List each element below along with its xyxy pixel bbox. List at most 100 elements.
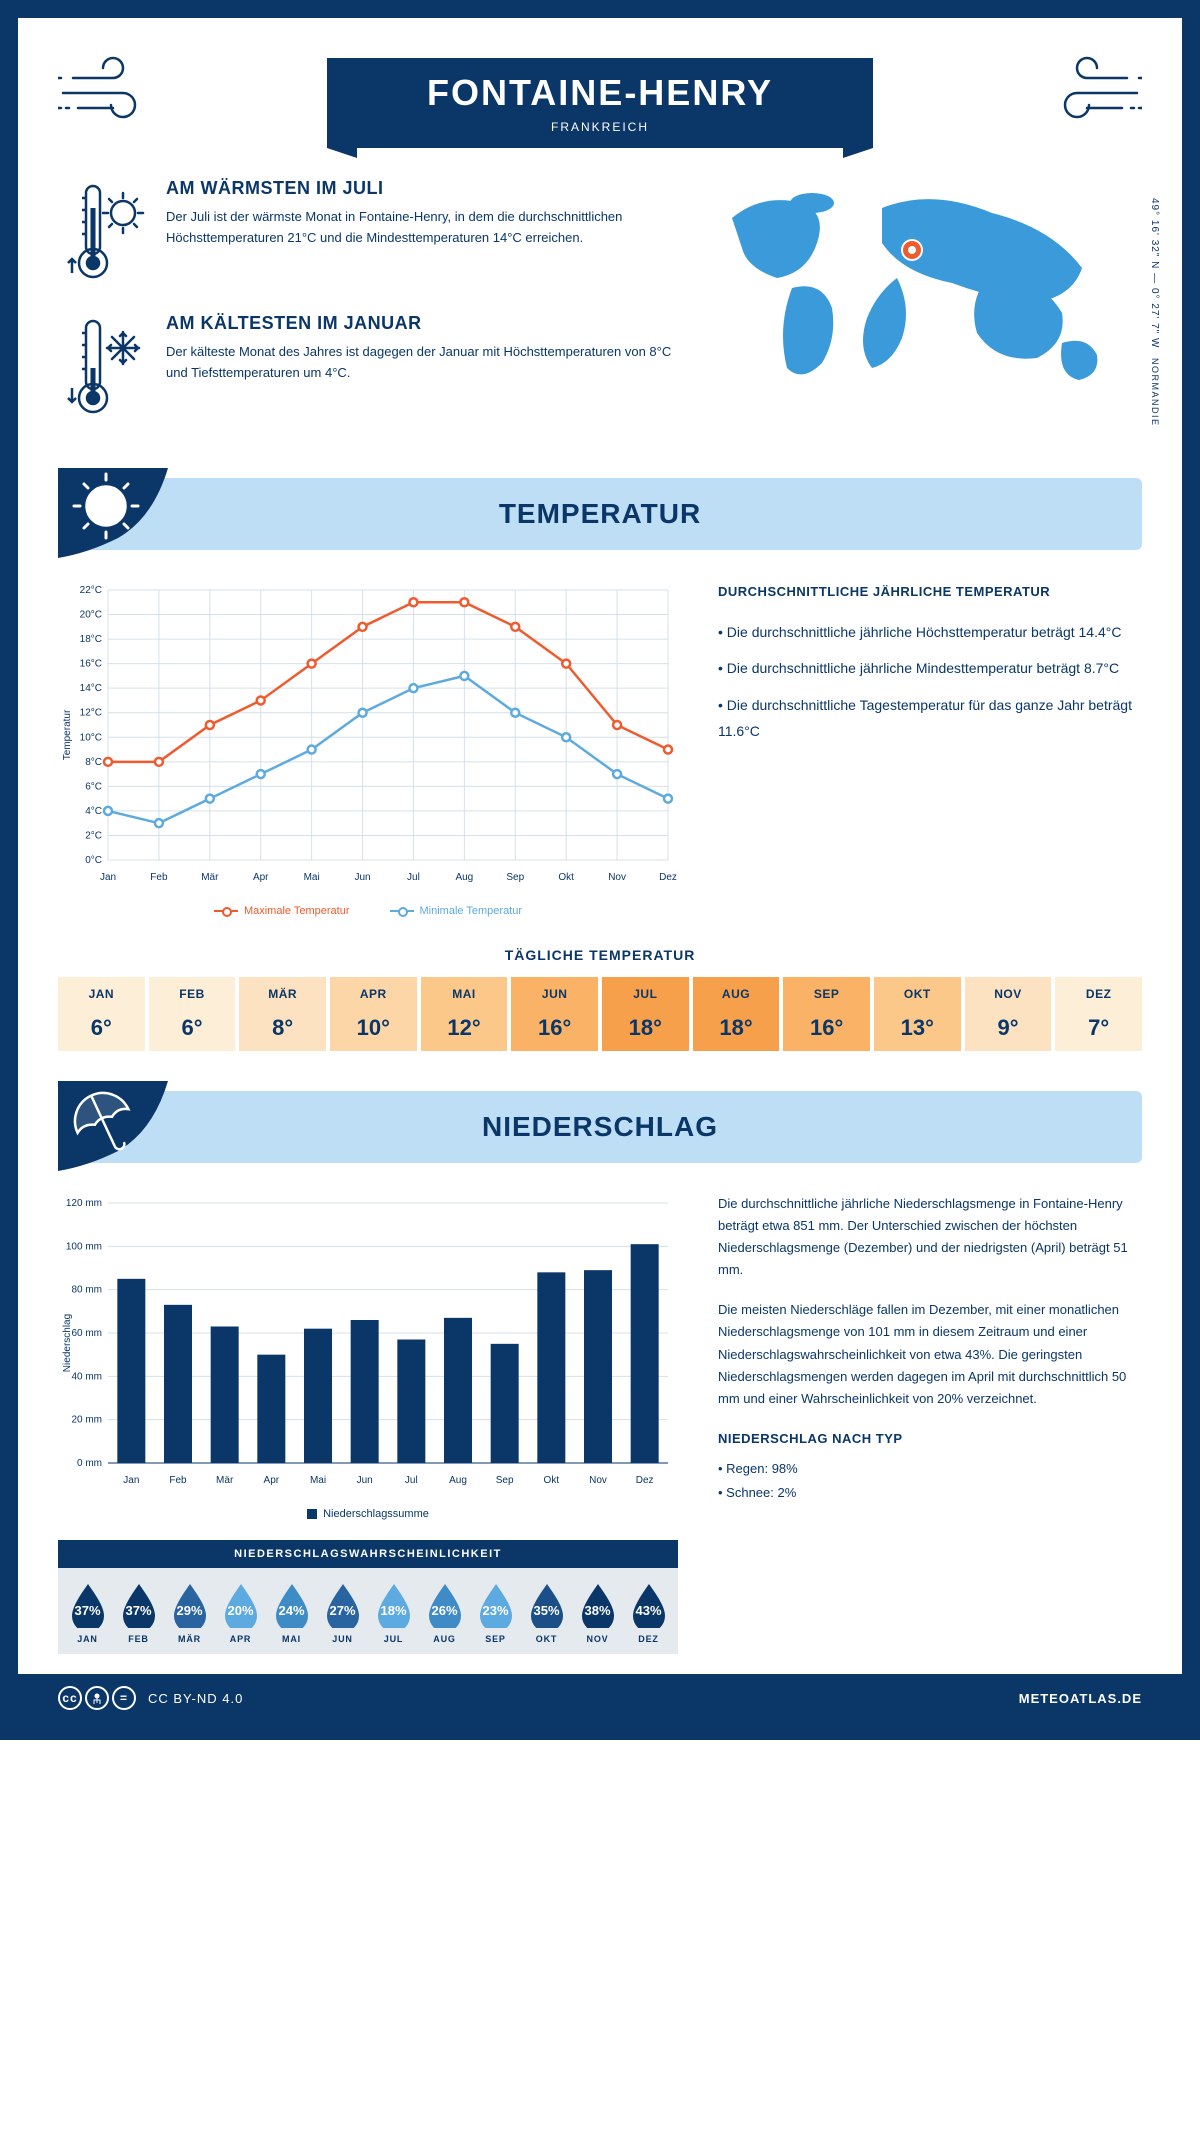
legend-precip: Niederschlagssumme — [307, 1508, 429, 1520]
wind-deco-right-icon — [1032, 48, 1142, 138]
coldest-block: AM KÄLTESTEN IM JANUAR Der kälteste Mona… — [58, 313, 682, 423]
daily-temp-cell: SEP16° — [783, 977, 870, 1051]
svg-text:Jun: Jun — [354, 872, 370, 883]
temp-section-title: TEMPERATUR — [58, 498, 1142, 530]
wind-deco-left-icon — [58, 48, 168, 138]
probability-drop: 27% JUN — [317, 1580, 368, 1644]
daily-temp-cell: OKT13° — [874, 977, 961, 1051]
svg-text:Okt: Okt — [544, 1475, 560, 1486]
svg-text:Jan: Jan — [100, 872, 116, 883]
cold-text: Der kälteste Monat des Jahres ist dagege… — [166, 342, 682, 384]
svg-text:14°C: 14°C — [80, 683, 102, 694]
umbrella-icon — [58, 1081, 178, 1181]
temperature-line-chart: 0°C 2°C 4°C 6°C 8°C 10°C 12°C 14°C 16°C 18°C 20°C 2… — [58, 580, 678, 917]
region: NORMANDIE — [1150, 358, 1160, 427]
daily-temp-cell: JUN16° — [511, 977, 598, 1051]
svg-text:60 mm: 60 mm — [71, 1328, 102, 1339]
probability-drop: 38% NOV — [572, 1580, 623, 1644]
svg-text:Apr: Apr — [253, 872, 269, 883]
title-banner: FONTAINE-HENRY FRANKREICH — [327, 58, 873, 148]
svg-text:Sep: Sep — [496, 1475, 514, 1486]
map-icon — [712, 178, 1122, 408]
warmest-block: AM WÄRMSTEN IM JULI Der Juli ist der wär… — [58, 178, 682, 288]
country-name: FRANKREICH — [427, 120, 773, 134]
probability-drop: 18% JUL — [368, 1580, 419, 1644]
daily-temp-cell: JAN6° — [58, 977, 145, 1051]
svg-text:0°C: 0°C — [85, 855, 102, 866]
svg-text:8°C: 8°C — [85, 757, 102, 768]
legend-max: Maximale Temperatur — [214, 905, 350, 917]
intro-row: AM WÄRMSTEN IM JULI Der Juli ist der wär… — [58, 178, 1142, 448]
footer: cc= CC BY-ND 4.0 METEOATLAS.DE — [18, 1674, 1182, 1722]
svg-text:4°C: 4°C — [85, 806, 102, 817]
thermometer-cold-icon — [58, 313, 148, 423]
thermometer-hot-icon — [58, 178, 148, 288]
temperature-summary: DURCHSCHNITTLICHE JÄHRLICHE TEMPERATUR •… — [718, 580, 1142, 917]
svg-text:Aug: Aug — [449, 1475, 467, 1486]
svg-text:Temperatur: Temperatur — [62, 709, 73, 760]
svg-text:Okt: Okt — [558, 872, 574, 883]
svg-text:Jun: Jun — [357, 1475, 373, 1486]
coordinates: 49° 16' 32" N — 0° 27' 7" W — [1149, 198, 1160, 348]
svg-text:Feb: Feb — [150, 872, 168, 883]
precipitation-probability: NIEDERSCHLAGSWAHRSCHEINLICHKEIT 37% JAN … — [58, 1540, 678, 1654]
svg-text:120 mm: 120 mm — [66, 1198, 102, 1209]
probability-drop: 26% AUG — [419, 1580, 470, 1644]
svg-text:Feb: Feb — [169, 1475, 187, 1486]
svg-text:18°C: 18°C — [80, 634, 102, 645]
probability-drop: 29% MÄR — [164, 1580, 215, 1644]
precipitation-bar-chart: 0 mm20 mm40 mm60 mm80 mm100 mm120 mmNied… — [58, 1193, 678, 1654]
svg-text:80 mm: 80 mm — [71, 1285, 102, 1296]
svg-text:Mär: Mär — [201, 872, 219, 883]
precipitation-summary: Die durchschnittliche jährliche Niedersc… — [718, 1193, 1142, 1654]
precip-section-title: NIEDERSCHLAG — [58, 1111, 1142, 1143]
svg-text:Apr: Apr — [264, 1475, 280, 1486]
svg-text:Niederschlag: Niederschlag — [62, 1314, 73, 1372]
svg-text:Mär: Mär — [216, 1475, 234, 1486]
svg-text:40 mm: 40 mm — [71, 1371, 102, 1382]
svg-text:Mai: Mai — [310, 1475, 326, 1486]
city-name: FONTAINE-HENRY — [427, 72, 773, 114]
svg-text:22°C: 22°C — [80, 585, 102, 596]
probability-drop: 37% JAN — [62, 1580, 113, 1644]
probability-drop: 35% OKT — [521, 1580, 572, 1644]
svg-text:Jan: Jan — [123, 1475, 139, 1486]
daily-temp-cell: NOV9° — [965, 977, 1052, 1051]
daily-temp-cell: MÄR8° — [239, 977, 326, 1051]
svg-text:Nov: Nov — [589, 1475, 607, 1486]
svg-text:10°C: 10°C — [80, 732, 102, 743]
daily-temp-cell: JUL18° — [602, 977, 689, 1051]
temperature-banner: TEMPERATUR — [58, 478, 1142, 550]
svg-text:100 mm: 100 mm — [66, 1241, 102, 1252]
svg-text:6°C: 6°C — [85, 781, 102, 792]
svg-text:Aug: Aug — [455, 872, 473, 883]
precipitation-banner: NIEDERSCHLAG — [58, 1091, 1142, 1163]
svg-text:20°C: 20°C — [80, 610, 102, 621]
svg-text:12°C: 12°C — [80, 708, 102, 719]
svg-text:Mai: Mai — [304, 872, 320, 883]
probability-drop: 20% APR — [215, 1580, 266, 1644]
daily-temp-title: TÄGLICHE TEMPERATUR — [58, 947, 1142, 963]
svg-text:Sep: Sep — [506, 872, 524, 883]
svg-text:Jul: Jul — [405, 1475, 418, 1486]
probability-drop: 43% DEZ — [623, 1580, 674, 1644]
svg-text:16°C: 16°C — [80, 659, 102, 670]
probability-drop: 37% FEB — [113, 1580, 164, 1644]
daily-temperature-grid: JAN6°FEB6°MÄR8°APR10°MAI12°JUN16°JUL18°A… — [58, 977, 1142, 1051]
svg-text:20 mm: 20 mm — [71, 1415, 102, 1426]
cc-icons: cc= — [58, 1686, 136, 1710]
svg-text:Jul: Jul — [407, 872, 420, 883]
svg-text:Nov: Nov — [608, 872, 626, 883]
license-text: CC BY-ND 4.0 — [148, 1691, 243, 1706]
cold-title: AM KÄLTESTEN IM JANUAR — [166, 313, 682, 334]
daily-temp-cell: APR10° — [330, 977, 417, 1051]
svg-text:2°C: 2°C — [85, 830, 102, 841]
warm-title: AM WÄRMSTEN IM JULI — [166, 178, 682, 199]
probability-drop: 23% SEP — [470, 1580, 521, 1644]
sun-icon — [58, 468, 178, 568]
site-name: METEOATLAS.DE — [1019, 1691, 1142, 1706]
world-map: 49° 16' 32" N — 0° 27' 7" W NORMANDIE — [712, 178, 1142, 413]
svg-text:Dez: Dez — [659, 872, 677, 883]
header: FONTAINE-HENRY FRANKREICH — [58, 48, 1142, 148]
probability-drop: 24% MAI — [266, 1580, 317, 1644]
